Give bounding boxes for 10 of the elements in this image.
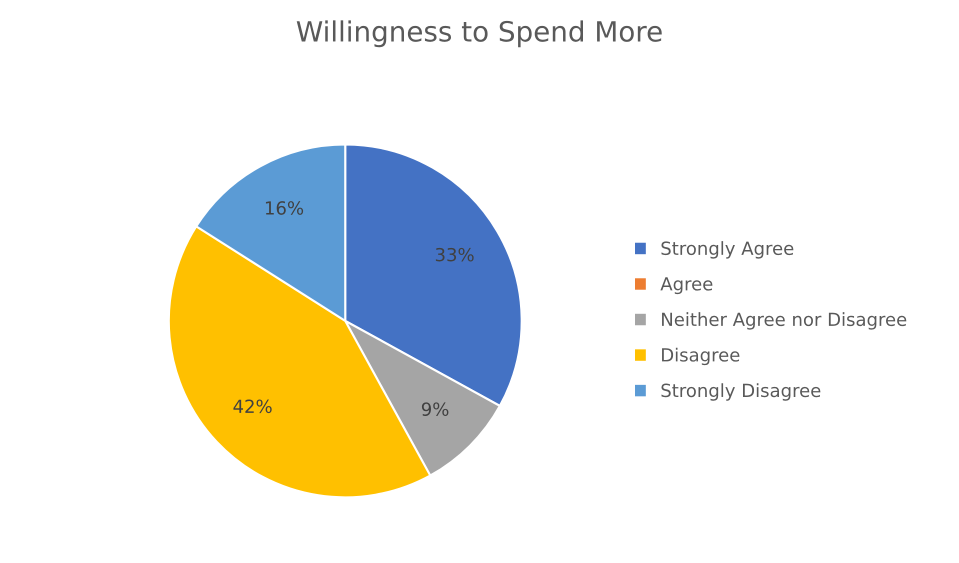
- legend-label: Agree: [660, 277, 712, 294]
- legend-label: Strongly Agree: [661, 241, 794, 259]
- chart-title: Willingness to Spend More: [296, 20, 662, 48]
- legend-label: Neither Agree nor Disagree: [662, 312, 906, 330]
- data-label: 16%: [266, 201, 304, 215]
- legend-label: Strongly Disagree: [661, 383, 820, 401]
- data-label: 42%: [233, 399, 272, 414]
- data-label: 9%: [422, 402, 448, 416]
- data-label: 33%: [436, 248, 474, 262]
- legend-label: Disagree: [662, 348, 740, 366]
